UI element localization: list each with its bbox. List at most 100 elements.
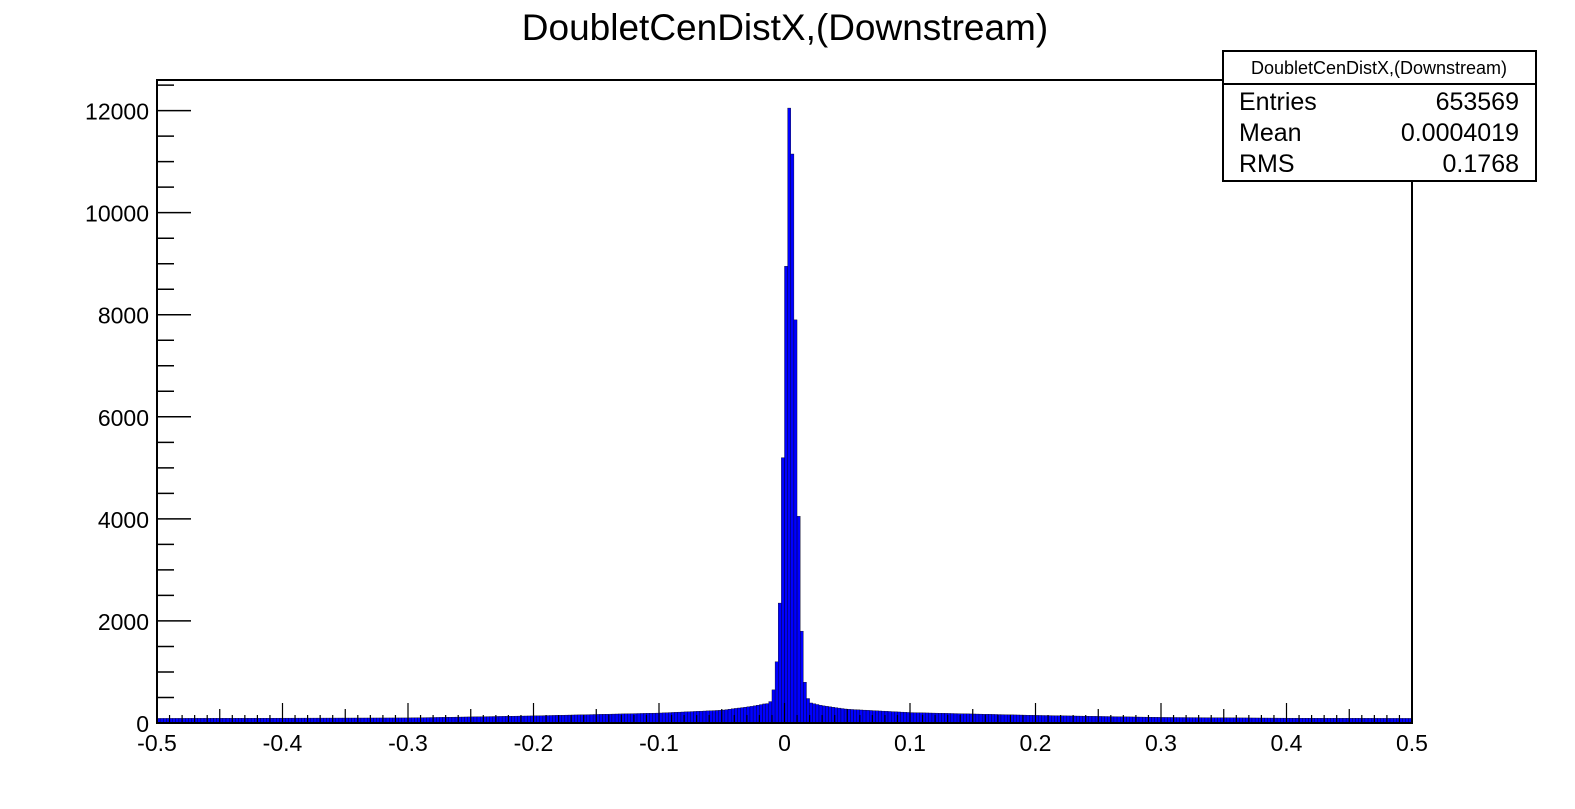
histogram-bin [749,706,754,724]
histogram-bin [966,713,970,724]
histogram-bin [1088,716,1093,724]
histogram-bin [674,712,679,724]
histogram-bin [1079,715,1083,724]
histogram-bin [1076,715,1080,724]
x-tick-label: 0 [778,730,791,756]
histogram-bin [1000,714,1005,724]
histogram-bin [652,712,657,724]
histogram-bin [840,708,845,724]
histogram-bin [690,711,694,724]
histogram-bin [862,709,867,724]
histogram-bin [1041,715,1046,724]
histogram-bin [602,714,606,724]
histogram-bin [1066,715,1071,724]
x-tick-label: -0.3 [388,730,428,756]
histogram-bin [549,715,553,724]
histogram-bin [1051,715,1055,724]
histogram-bin [727,709,732,724]
stats-box: DoubletCenDistX,(Downstream) Entries 653… [1222,50,1537,182]
histogram-bin [702,710,707,724]
histogram-bin [661,712,666,724]
x-axis: -0.5 -0.4 -0.3 -0.2 -0.1 0 0.1 0.2 0.3 0.4 0.5 [137,703,1428,756]
histogram-bin [800,630,804,724]
histogram-bin [803,681,807,724]
histogram-bin [878,710,882,724]
histogram-bin [574,714,578,724]
histogram-bin [928,712,933,724]
histogram-bin [975,713,980,724]
histogram-bin [787,107,791,724]
histogram-bin [627,713,631,724]
histogram-bin [988,714,992,724]
histogram-bin [793,319,798,724]
histogram-bin [762,703,766,724]
stats-entries-value: 653569 [1436,88,1519,116]
x-tick-label: -0.4 [263,730,303,756]
stats-rms-label: RMS [1239,150,1295,178]
stats-rms-value: 0.1768 [1443,150,1519,178]
histogram-bars [156,107,1413,724]
y-tick-label: 8000 [98,303,149,329]
stats-mean-value: 0.0004019 [1401,119,1519,147]
histogram-bin [599,714,603,724]
histogram-bin [938,713,942,724]
histogram-bin [699,710,704,724]
histogram-bin [589,714,594,724]
histogram-bin [853,709,857,724]
stats-box-frame [1222,50,1537,182]
histogram-bin [825,706,829,724]
histogram-bin [712,710,716,724]
stats-box-title: DoubletCenDistX,(Downstream) [1251,58,1507,78]
x-tick-label: 0.3 [1145,730,1177,756]
histogram-bin [1063,715,1068,724]
histogram-bin [1025,714,1030,724]
histogram-bin [586,714,591,724]
histogram-bin [828,706,832,724]
histogram-bin [624,713,628,724]
histogram-bin [875,710,879,724]
histogram-bin [765,703,769,724]
histogram-bin [900,711,904,724]
histogram-bin [815,704,820,724]
histogram-bin [991,714,995,724]
histogram-bin [737,707,741,724]
histogram-bin [564,714,569,724]
histogram-bin [865,710,870,724]
histogram-bin [812,703,817,724]
histogram-bin [614,713,619,724]
histogram-bin [1091,716,1096,724]
histogram-bin [577,714,581,724]
histogram-bin [715,710,719,724]
y-tick-label: 4000 [98,507,149,533]
histogram-bin [523,715,528,724]
histogram-bin [1038,715,1042,724]
x-tick-label: 0.4 [1271,730,1303,756]
x-tick-label: -0.2 [514,730,554,756]
histogram-bin [1029,715,1033,724]
histogram-bin [784,266,788,724]
histogram-bin [941,713,945,724]
histogram-bin [1013,714,1017,724]
x-tick-label: 0.1 [894,730,926,756]
histogram-bin [1054,715,1058,724]
histogram-bin [837,707,842,724]
histogram-bin [514,715,518,724]
histogram-bin [781,457,785,724]
histogram-bin [925,712,930,724]
x-tick-label: 0.2 [1020,730,1052,756]
histogram-bin [552,715,556,724]
histogram-bin [511,716,515,724]
histogram-bin [774,661,779,724]
histogram-bin [636,713,641,724]
histogram-bin [611,713,616,724]
histogram-bin [778,602,782,724]
histogram-bin [527,715,531,724]
histogram-bin [740,707,744,724]
x-tick-label: -0.1 [639,730,679,756]
histogram-bin [639,713,644,724]
y-tick-label: 2000 [98,609,149,635]
histogram-bin [539,715,544,724]
histogram-bin [790,153,795,724]
histogram-bin [916,712,920,724]
